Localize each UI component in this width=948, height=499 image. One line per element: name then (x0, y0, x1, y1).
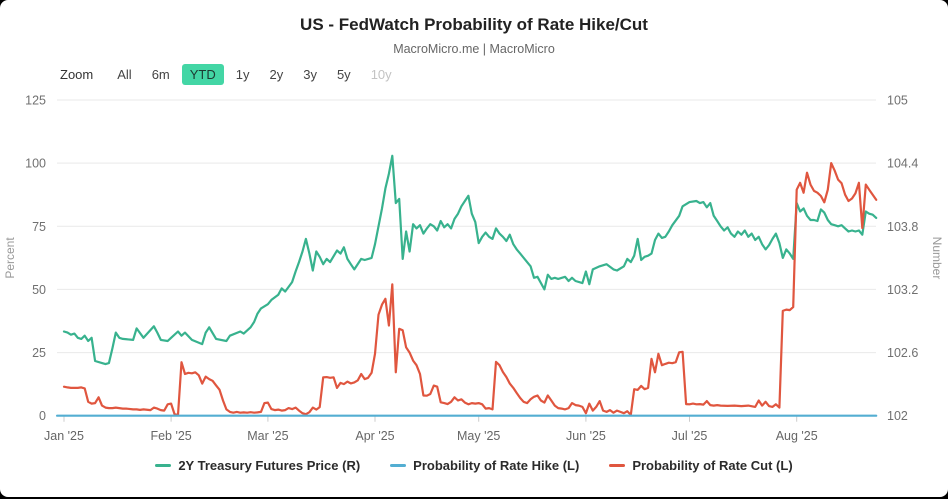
x-axis-label: May '25 (457, 429, 500, 443)
zoom-range-button-3y[interactable]: 3y (303, 67, 317, 82)
legend-item[interactable]: 2Y Treasury Futures Price (R) (155, 458, 360, 473)
x-axis-label: Apr '25 (355, 429, 394, 443)
chart-subtitle: MacroMicro.me | MacroMicro (393, 42, 555, 56)
zoom-range-button-6m[interactable]: 6m (151, 67, 170, 82)
left-axis-title: Percent (3, 237, 17, 279)
legend-swatch (155, 464, 172, 467)
legend-label: Probability of Rate Cut (L) (632, 458, 793, 473)
legend-label: Probability of Rate Hike (L) (413, 458, 580, 473)
legend-swatch (390, 464, 407, 467)
zoom-range-button-all[interactable]: All (117, 67, 132, 82)
left-axis-tick-label: 25 (32, 346, 46, 360)
legend-item[interactable]: Probability of Rate Hike (L) (390, 458, 579, 473)
right-axis-tick-label: 102.6 (887, 346, 918, 360)
right-axis-tick-label: 103.2 (887, 283, 918, 297)
legend-label: 2Y Treasury Futures Price (R) (178, 458, 361, 473)
chart-legend: 2Y Treasury Futures Price (R) Probability… (0, 458, 948, 473)
left-axis-tick-label: 50 (32, 283, 46, 297)
x-axis-label: Jan '25 (44, 429, 84, 443)
zoom-toolbar-label: Zoom (60, 67, 94, 82)
left-axis-tick-label: 0 (39, 409, 46, 423)
left-axis-tick-label: 125 (25, 94, 46, 108)
right-axis-tick-label: 103.8 (887, 220, 918, 234)
x-axis-label: Mar '25 (247, 429, 288, 443)
zoom-range-button-ytd[interactable]: YTD (181, 64, 224, 85)
x-axis-label: Jul '25 (672, 429, 708, 443)
x-axis-label: Jun '25 (566, 429, 606, 443)
page-title: US - FedWatch Probability of Rate Hike/C… (300, 15, 648, 34)
left-axis-tick-label: 100 (25, 157, 46, 171)
zoom-range-button-10y: 10y (370, 67, 392, 82)
series-line-rate-cut (62, 162, 878, 416)
right-axis-tick-label: 102 (887, 409, 908, 423)
x-axis-label: Feb '25 (150, 429, 191, 443)
chart-svg: 0 25 50 75 100 125 102 102.6 103.2 103.8 104.4 105 P… (3, 94, 944, 444)
legend-swatch (609, 464, 626, 467)
series-line-treasury-price (62, 154, 878, 366)
x-axis-label: Aug '25 (776, 429, 818, 443)
zoom-range-button-2y[interactable]: 2y (269, 67, 284, 82)
right-axis-title: Number (930, 237, 944, 280)
right-axis-tick-label: 105 (887, 94, 908, 108)
zoom-toolbar: Zoom All 6m YTD 1y 2y 3y 5y 10y (60, 64, 404, 85)
legend-item[interactable]: Probability of Rate Cut (L) (609, 458, 793, 473)
zoom-range-button-1y[interactable]: 1y (235, 67, 250, 82)
zoom-range-button-5y[interactable]: 5y (336, 67, 351, 82)
right-axis-tick-label: 104.4 (887, 157, 918, 171)
left-axis-tick-label: 75 (32, 220, 46, 234)
